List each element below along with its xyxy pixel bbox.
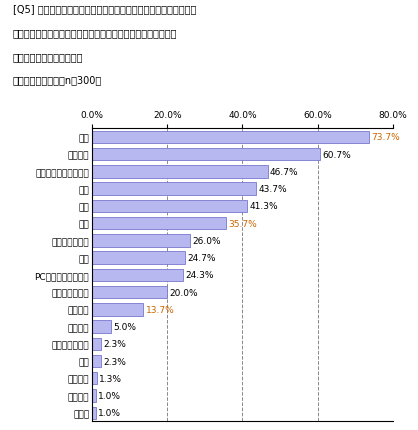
Bar <box>92 200 247 212</box>
Text: 26.0%: 26.0% <box>192 237 221 245</box>
Bar <box>92 166 268 178</box>
Bar <box>92 407 96 419</box>
Text: 35.7%: 35.7% <box>229 219 257 228</box>
Bar <box>92 269 184 281</box>
Text: 2.3%: 2.3% <box>103 340 126 348</box>
Bar <box>92 183 256 195</box>
Bar <box>92 149 320 161</box>
Text: 2.3%: 2.3% <box>103 357 126 366</box>
Bar <box>92 338 101 350</box>
Text: 申し込みフォームでどこまでの情報であれば入力しても: 申し込みフォームでどこまでの情報であれば入力しても <box>13 28 177 38</box>
Bar <box>92 390 96 402</box>
Text: 5.0%: 5.0% <box>113 322 136 331</box>
Text: 13.7%: 13.7% <box>146 305 174 314</box>
Bar <box>92 355 101 367</box>
Bar <box>92 304 143 316</box>
Text: 20.0%: 20.0% <box>169 288 198 297</box>
Text: 43.7%: 43.7% <box>259 185 287 194</box>
Text: 1.3%: 1.3% <box>99 374 122 383</box>
Bar <box>92 218 226 230</box>
Bar <box>92 235 190 247</box>
Bar <box>92 286 167 298</box>
Text: 24.3%: 24.3% <box>186 271 214 280</box>
Bar <box>92 132 369 144</box>
Text: 41.3%: 41.3% <box>250 202 278 211</box>
Text: 60.7%: 60.7% <box>323 150 351 159</box>
Text: 73.7%: 73.7% <box>372 133 400 142</box>
Bar <box>92 252 185 264</box>
Bar <box>92 372 97 384</box>
Text: 24.7%: 24.7% <box>187 254 216 262</box>
Text: 46.7%: 46.7% <box>270 168 298 176</box>
Text: 1.0%: 1.0% <box>98 391 121 400</box>
Text: いいと思いますか？: いいと思いますか？ <box>13 52 83 61</box>
Bar <box>92 321 111 333</box>
Text: （複数回答：n＝300）: （複数回答：n＝300） <box>13 75 102 85</box>
Text: [Q5] あなたが非常に魅力的と感じるキャンペーンがあった場合、: [Q5] あなたが非常に魅力的と感じるキャンペーンがあった場合、 <box>13 4 196 14</box>
Text: 1.0%: 1.0% <box>98 408 121 417</box>
